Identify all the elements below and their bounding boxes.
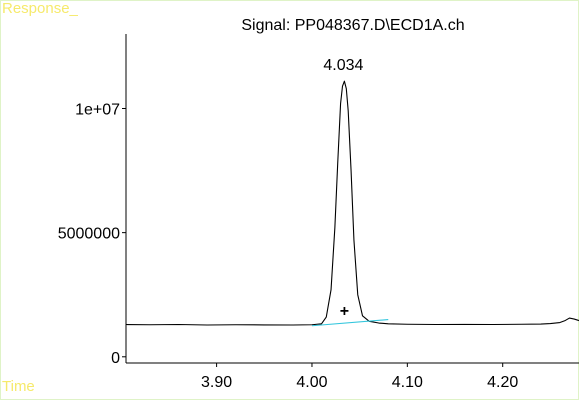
x-tick-label-3: 4.20 — [487, 374, 518, 391]
peak-label: 4.034 — [323, 57, 363, 74]
x-tick-label-2: 4.10 — [392, 374, 423, 391]
y-tick-label-0: 0 — [111, 350, 120, 367]
y-tick-label-1: 5000000 — [58, 226, 120, 243]
signal-trace — [125, 80, 579, 326]
chart-title: Signal: PP048367.D\ECD1A.ch — [241, 17, 464, 34]
y-axis-label: Response_ — [2, 0, 78, 17]
x-tick-label-1: 4.00 — [296, 374, 327, 391]
x-tick-label-0: 3.90 — [201, 374, 232, 391]
peak-marker: + — [340, 303, 349, 320]
y-tick-label-2: 1e+07 — [75, 101, 120, 118]
baseline-trace — [311, 319, 389, 327]
x-axis-label: Time — [2, 378, 35, 395]
